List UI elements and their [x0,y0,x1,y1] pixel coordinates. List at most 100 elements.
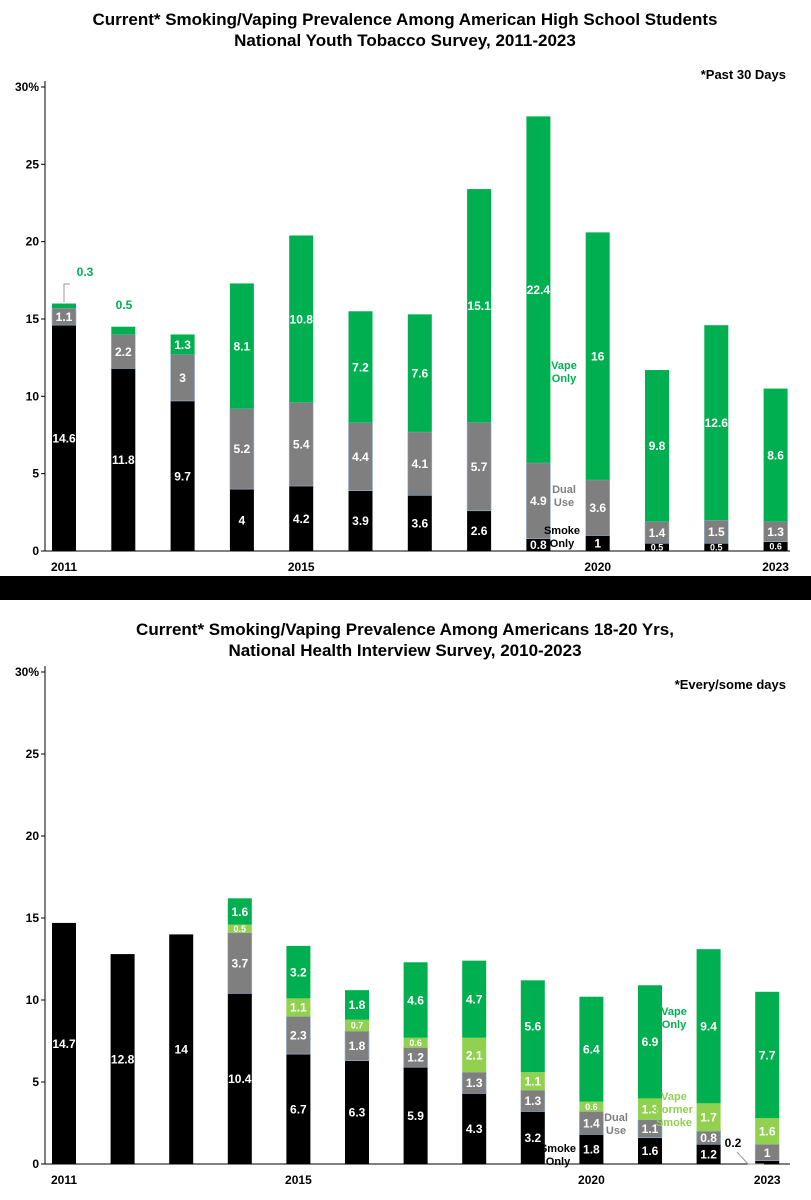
chart2-data-label-former_vape: 1.1 [524,1075,541,1089]
chart1-annotation-vape-only: Only [552,373,577,385]
chart1-x-tick-label: 2023 [762,560,789,574]
chart2-y-tick-label: 10 [26,993,40,1007]
chart1-data-label-smoke: 3.9 [352,514,369,528]
chart2-data-label-vape: 4.6 [407,993,424,1007]
chart2-data-label-vape: 1.6 [231,905,248,919]
chart2-bar-former_vape [345,1019,369,1032]
chart1-bar-vape [763,388,788,522]
chart1-data-label-smoke: 4.2 [293,512,310,526]
chart1-data-label-vape: 0.3 [77,265,94,279]
chart2-bar-smoke [462,1093,487,1164]
chart2-bar-vape [286,945,311,999]
chart1-data-label-dual: 4.1 [411,457,428,471]
chart2-data-label-smoke: 10.4 [228,1072,252,1086]
chart1-bar-smoke [585,535,610,551]
chart2-bar-vape [403,962,428,1038]
chart1-data-label-smoke: 0.8 [530,538,547,552]
chart1-bar-dual [170,354,195,402]
chart2-bar-former_vape [579,1101,604,1112]
chart2-data-label-vape: 3.2 [290,965,307,979]
chart2-y-tick-label: 5 [32,1075,39,1089]
chart1-bar-smoke [170,400,195,551]
chart1-bar-smoke [289,486,314,551]
chart1-bar-dual [229,408,255,490]
chart2-data-label-dual: 1.2 [407,1051,424,1065]
chart1-bar-smoke [704,543,729,551]
chart1-bar-smoke [111,368,136,551]
chart1-bar-dual [407,431,433,496]
chart1-data-label-vape: 12.6 [705,416,729,430]
chart1-annotation-dual-use: Dual [552,484,576,496]
chart2-bar-dual [754,1144,780,1162]
chart-panel-top: Current* Smoking/Vaping Prevalence Among… [0,0,811,576]
chart1-data-label-dual: 4.4 [352,450,369,464]
chart1-y-tick-label: 10 [26,389,40,403]
chart2-data-label-former_vape: 1.3 [642,1102,659,1116]
chart2-bar-former_vape [755,1118,780,1145]
chart1-bar-vape [526,116,551,463]
chart2-data-label-dual: 1.1 [642,1122,659,1136]
chart1-annotation-smoke-only: Smoke [544,525,580,537]
chart1-annotation-smoke-only: Only [550,538,575,550]
chart2-data-label-former_vape: 0.6 [585,1102,598,1112]
chart2-bar-former_vape [520,1072,545,1091]
chart2-data-label-smoke: 6.3 [349,1106,366,1120]
chart2-bar-vape [696,949,721,1104]
chart2-bar-former_vape [462,1037,487,1073]
chart1-bar-smoke [52,325,76,551]
chart2-bar-former_vape [696,1103,721,1132]
chart1-annotation-vape-only: Vape [551,360,577,372]
chart2-data-label-former_vape: 0.5 [234,924,247,934]
chart1-y-tick-label: 0 [32,544,39,558]
chart1-data-label-vape: 10.8 [290,312,314,326]
chart1-data-label-vape: 16 [591,349,605,363]
chart1-data-label-vape: 0.5 [116,298,133,312]
chart2-annotation-dual-use: Dual [604,1112,628,1124]
chart2-bar-vape [345,990,369,1020]
chart1-data-label-smoke: 11.8 [112,453,135,467]
chart-panel-bottom: Current* Smoking/Vaping Prevalence Among… [0,600,811,1200]
chart2-bar-dual [227,932,253,994]
chart2-data-label-dual: 3.7 [231,956,248,970]
chart1-data-label-dual: 1.4 [649,526,666,540]
chart1-data-label-smoke: 14.6 [52,431,76,445]
chart2-bar-dual [403,1047,428,1068]
chart1-data-label-dual: 3 [179,371,186,385]
chart1-data-label-vape: 9.8 [649,439,666,453]
chart2-bar-smoke [520,1111,545,1164]
chart1-data-label-smoke: 0.5 [651,542,664,552]
chart2-annotation-former-smoke: Former [655,1104,694,1116]
chart1-bar-dual [348,422,373,491]
chart1-data-label-dual: 5.4 [293,438,310,452]
chart1-data-label-vape: 8.6 [767,448,784,462]
chart2-title-line: National Health Interview Survey, 2010-2… [228,641,581,660]
chart1-data-label-vape: 7.6 [411,366,428,380]
chart2-bar-smoke [638,1137,662,1164]
chart2-y-tick-label: 20 [26,829,40,843]
chart1-data-label-smoke: 2.6 [471,524,488,538]
chart2-y-tick-label: 0 [32,1157,39,1171]
chart2-data-label-vape: 7.7 [759,1048,776,1062]
chart2-data-label-smoke: 3.2 [524,1131,541,1145]
chart1-data-label-smoke: 0.6 [769,542,782,552]
chart2-annotation-dual-use: Use [606,1125,626,1137]
chart2-data-label-dual: 1 [764,1146,771,1160]
chart1-title-line: National Youth Tobacco Survey, 2011-2023 [234,31,576,50]
chart1-bar-vape [52,303,76,309]
chart2-data-label-smoke: 0.2 [725,1136,742,1150]
chart1-annotation-dual-use: Use [554,497,574,509]
chart1-bar-vape [229,283,254,409]
chart2-bar-smoke [169,934,194,1164]
chart2-bar-former_vape [638,1098,662,1120]
chart1-data-label-dual: 1.5 [708,525,725,539]
chart2-x-tick-label: 2015 [285,1173,312,1187]
chart1-bar-vape [645,370,669,522]
chart1-bar-vape [585,232,610,480]
chart2-leader-line [736,1151,764,1165]
chart2-data-label-dual: 1.4 [583,1116,600,1130]
chart1-bar-vape [704,325,729,521]
chart1-bar-smoke [348,490,373,551]
chart2-annotation-former-smoke: Vape [661,1091,687,1103]
chart1-data-label-smoke: 9.7 [174,469,191,483]
chart2-data-label-dual: 2.3 [290,1029,307,1043]
